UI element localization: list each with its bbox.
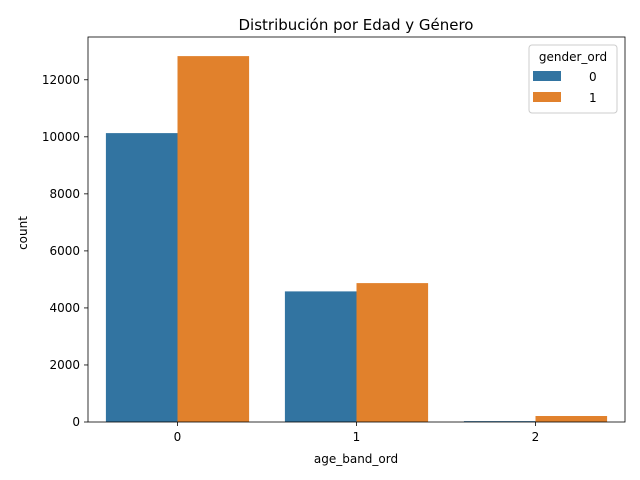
- chart-title: Distribución por Edad y Género: [238, 16, 473, 34]
- x-tick-label: 1: [353, 430, 361, 444]
- legend: gender_ord 0 1: [528, 44, 618, 114]
- bar-series-1-cat-2: [535, 416, 608, 422]
- bar-series-0-cat-2: [463, 421, 536, 422]
- bar-series-1-cat-1: [356, 283, 429, 422]
- x-tick-label: 0: [174, 430, 182, 444]
- legend-title: gender_ord: [539, 50, 607, 64]
- legend-swatch-1: [533, 92, 561, 102]
- legend-label-0: 0: [589, 70, 597, 84]
- x-axis-label: age_band_ord: [314, 452, 398, 466]
- legend-swatch-0: [533, 71, 561, 81]
- y-tick-label: 4000: [49, 301, 80, 315]
- plot-area: 0 2000 4000 6000 8000 10000 12000 0 1 2: [42, 36, 626, 444]
- y-tick-label: 2000: [49, 358, 80, 372]
- bar-series-1-cat-0: [177, 56, 250, 423]
- y-tick-label: 12000: [42, 73, 80, 87]
- x-tick-label: 2: [532, 430, 540, 444]
- y-tick-label: 10000: [42, 130, 80, 144]
- y-tick-label: 0: [72, 415, 80, 429]
- legend-label-1: 1: [589, 91, 597, 105]
- bar-series-0-cat-0: [105, 133, 178, 423]
- bar-series-0-cat-1: [284, 291, 357, 422]
- y-axis-label: count: [16, 216, 30, 250]
- y-tick-label: 6000: [49, 244, 80, 258]
- y-tick-label: 8000: [49, 187, 80, 201]
